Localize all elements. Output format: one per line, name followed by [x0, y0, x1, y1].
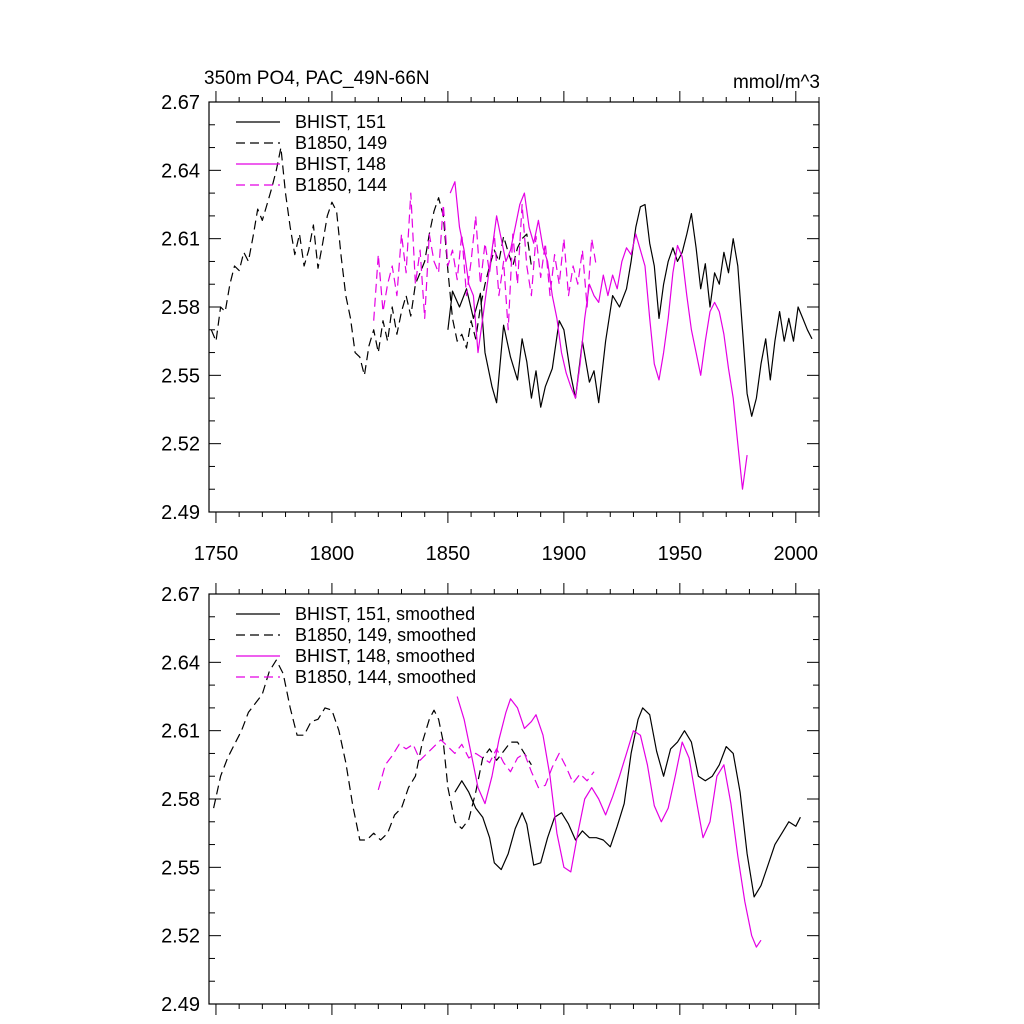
top-y-tick-label: 2.55 — [161, 365, 200, 387]
top-series-line-2 — [210, 147, 532, 376]
top-legend-label-4: B1850, 144 — [295, 175, 387, 195]
bottom-series-line-1 — [454, 707, 801, 898]
bottom-panel: 2.49 2.52 2.55 2.58 2.61 2.64 2.67 BHIST, 151, … — [161, 583, 820, 1016]
top-legend-label-1: BHIST, 151 — [295, 112, 386, 132]
bottom-y-tick-label: 2.49 — [161, 994, 200, 1016]
bottom-y-tick-label: 2.67 — [161, 584, 200, 606]
top-x-tick-label: 1800 — [310, 543, 355, 565]
top-y-tick-label: 2.52 — [161, 434, 200, 456]
top-x-tick-label: 1950 — [658, 543, 703, 565]
top-x-tick-label: 1750 — [194, 543, 239, 565]
top-series-line-3 — [449, 181, 748, 490]
bottom-series-line-4 — [377, 739, 595, 791]
bottom-y-tick-label: 2.64 — [161, 652, 200, 674]
top-series-line-1 — [447, 203, 813, 417]
top-legend-label-2: B1850, 149 — [295, 133, 387, 153]
top-x-tick-label: 1850 — [426, 543, 471, 565]
top-panel: 2.49 2.52 2.55 2.58 2.61 2.64 2.67 1750 1800 1850… — [161, 91, 820, 565]
bottom-y-tick-label: 2.52 — [161, 926, 200, 948]
bottom-y-tick-label: 2.58 — [161, 789, 200, 811]
bottom-y-tick-label: 2.55 — [161, 857, 200, 879]
top-series-line-4 — [373, 192, 597, 331]
top-y-tick-label: 2.64 — [161, 160, 200, 182]
bottom-legend-label-2: B1850, 149, smoothed — [295, 625, 476, 645]
top-y-tick-label: 2.58 — [161, 297, 200, 319]
units-label: mmol/m^3 — [733, 72, 820, 93]
top-y-tick-label: 2.49 — [161, 502, 200, 524]
top-legend-label-3: BHIST, 148 — [295, 154, 386, 174]
bottom-series-line-3 — [456, 696, 762, 948]
chart-title: 350m PO4, PAC_49N-66N — [204, 68, 430, 89]
bottom-legend-label-3: BHIST, 148, smoothed — [295, 646, 475, 666]
top-x-tick-label: 2000 — [774, 543, 819, 565]
bottom-y-tick-label: 2.61 — [161, 721, 200, 743]
top-y-tick-label: 2.67 — [161, 92, 200, 114]
bottom-legend-label-1: BHIST, 151, smoothed — [295, 604, 475, 624]
top-x-tick-label: 1900 — [542, 543, 587, 565]
bottom-legend-label-4: B1850, 144, smoothed — [295, 667, 476, 687]
bottom-series-line-2 — [213, 659, 532, 841]
top-y-tick-label: 2.61 — [161, 229, 200, 251]
